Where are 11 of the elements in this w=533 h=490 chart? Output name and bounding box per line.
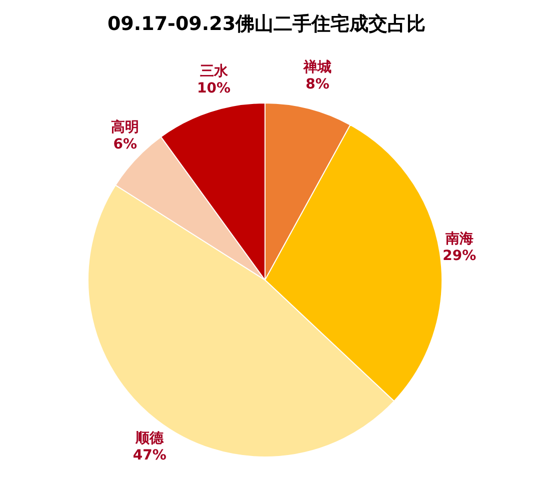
- chart-title: 09.17-09.23佛山二手住宅成交占比: [107, 13, 426, 35]
- data-label: 10%: [197, 80, 231, 96]
- slice-label: 三水: [200, 63, 229, 80]
- slice-label: 顺德: [134, 430, 165, 447]
- slice-label: 南海: [444, 230, 474, 247]
- data-label: 29%: [442, 248, 476, 264]
- data-label: 6%: [113, 136, 138, 153]
- data-label: 47%: [132, 448, 166, 464]
- slice-label: 高明: [111, 118, 140, 136]
- slice-label: 禅城: [302, 58, 332, 76]
- data-label: 8%: [306, 76, 330, 93]
